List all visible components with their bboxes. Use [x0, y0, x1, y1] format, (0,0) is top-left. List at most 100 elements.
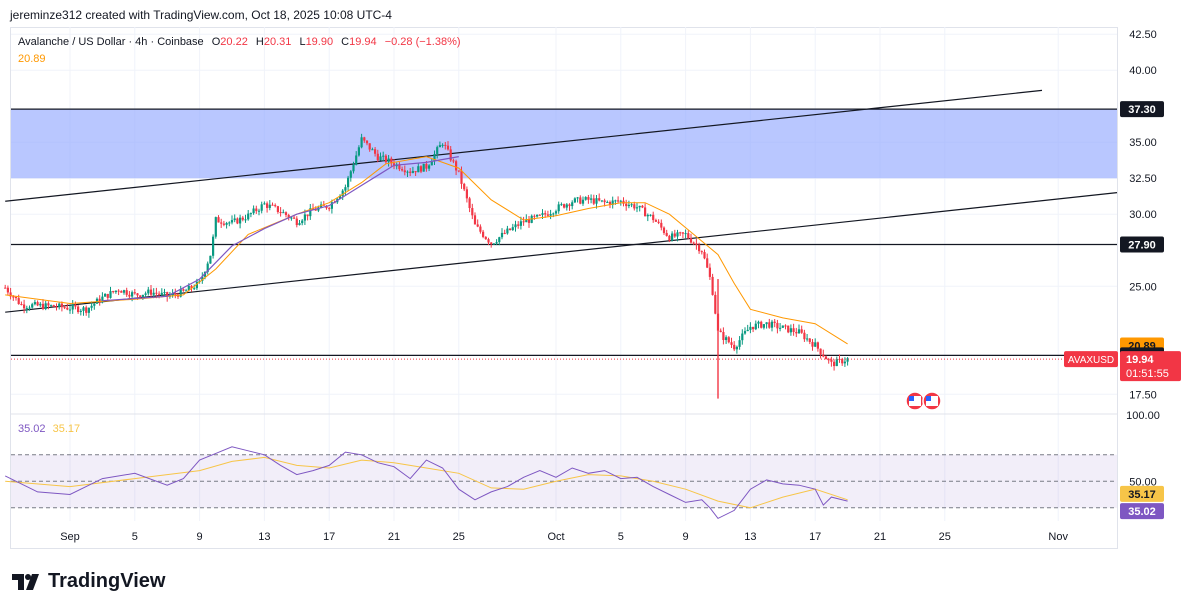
candle-body — [487, 239, 490, 243]
candle-body — [549, 213, 552, 216]
high-value: 20.31 — [263, 36, 292, 48]
candle-body — [641, 205, 644, 208]
candle-body — [52, 305, 55, 307]
candle-body — [244, 219, 247, 221]
candle-body — [166, 292, 169, 297]
candle-body — [827, 359, 830, 361]
candle-body — [365, 140, 369, 144]
candle-body — [506, 228, 509, 234]
candle-body — [819, 348, 822, 355]
candle-body — [85, 307, 88, 313]
price-tag: 27.90 — [1128, 239, 1156, 251]
candle-body — [492, 243, 495, 245]
candle-body — [671, 233, 674, 241]
candle-body — [760, 321, 763, 328]
candle-body — [465, 189, 468, 199]
candle-body — [611, 200, 614, 205]
candle-body — [182, 289, 185, 291]
candle-body — [843, 361, 846, 364]
symbol-legend[interactable]: Avalanche / US Dollar · 4h · Coinbase O2… — [18, 36, 461, 48]
candle-body — [627, 204, 630, 207]
candle-body — [349, 171, 352, 178]
candle-body — [590, 198, 593, 200]
candle-body — [592, 198, 595, 204]
candle-body — [139, 295, 142, 297]
candle-body — [833, 361, 836, 367]
candle-body — [266, 203, 269, 208]
time-tick-label: 9 — [683, 531, 689, 543]
tradingview-logo[interactable]: TradingView — [12, 570, 165, 593]
rsi-value-tag: 35.02 — [1128, 506, 1156, 518]
candle-body — [338, 195, 342, 199]
candle-body — [209, 255, 212, 264]
candle-body — [241, 217, 244, 220]
candle-body — [719, 330, 722, 333]
price-tag: 37.30 — [1128, 104, 1156, 116]
candle-body — [236, 218, 239, 224]
candle-body — [66, 307, 69, 310]
price-tick-label: 35.00 — [1129, 137, 1157, 149]
candle-body — [382, 155, 385, 157]
candle-body — [822, 354, 825, 357]
candle-body — [36, 302, 39, 306]
candle-body — [144, 293, 147, 295]
candle-body — [160, 292, 163, 295]
candle-body — [557, 204, 560, 212]
candle-body — [298, 223, 301, 226]
candle-body — [352, 164, 355, 172]
candle-body — [263, 203, 266, 205]
candle-body — [225, 223, 228, 225]
candle-body — [106, 293, 109, 298]
candle-body — [125, 290, 128, 295]
close-value: 19.94 — [349, 36, 377, 48]
candle-body — [471, 208, 474, 216]
tradingview-logo-icon — [12, 573, 39, 590]
trend-line — [5, 192, 1118, 313]
candle-body — [314, 209, 317, 211]
candle-body — [749, 326, 752, 330]
candle-body — [379, 156, 382, 161]
time-tick-label: 17 — [323, 531, 335, 543]
time-tick-label: 17 — [809, 531, 821, 543]
candle-body — [695, 243, 698, 245]
candle-body — [428, 165, 431, 169]
candle-body — [752, 326, 755, 330]
candle-body — [249, 213, 252, 215]
candle-body — [77, 306, 80, 313]
candle-body — [309, 208, 312, 217]
candle-body — [514, 224, 517, 228]
candle-body — [692, 242, 695, 244]
candle-body — [449, 149, 452, 161]
candle-body — [681, 232, 684, 234]
candle-body — [446, 145, 450, 150]
candle-body — [190, 285, 193, 289]
candle-body — [503, 232, 506, 234]
last-price-tag: 19.94 — [1126, 354, 1154, 366]
candle-body — [722, 332, 725, 341]
candle-body — [519, 221, 522, 226]
symbol-tag-bg — [1064, 351, 1118, 368]
candle-body — [120, 291, 123, 293]
candle-body — [684, 233, 687, 235]
price-tick-label: 25.00 — [1129, 281, 1157, 293]
time-tick-label: Nov — [1048, 531, 1068, 543]
candle-body — [433, 154, 436, 162]
candle-body — [436, 147, 439, 155]
time-tick-label: 25 — [453, 531, 465, 543]
candle-body — [141, 294, 144, 297]
rsi-ma-value: 35.17 — [52, 423, 81, 435]
candle-body — [773, 321, 776, 323]
candle-body — [17, 298, 20, 305]
candle-body — [79, 310, 82, 313]
rsi-legend[interactable]: 35.02 35.17 — [18, 423, 80, 435]
candle-body — [295, 218, 298, 226]
candle-body — [376, 153, 379, 161]
us-flag-icon — [909, 396, 921, 406]
price-tick-label: 32.50 — [1129, 173, 1157, 185]
candle-body — [255, 208, 258, 212]
candle-body — [673, 233, 676, 237]
candle-body — [122, 290, 126, 293]
candle-body — [646, 214, 649, 217]
candle-body — [455, 161, 458, 171]
